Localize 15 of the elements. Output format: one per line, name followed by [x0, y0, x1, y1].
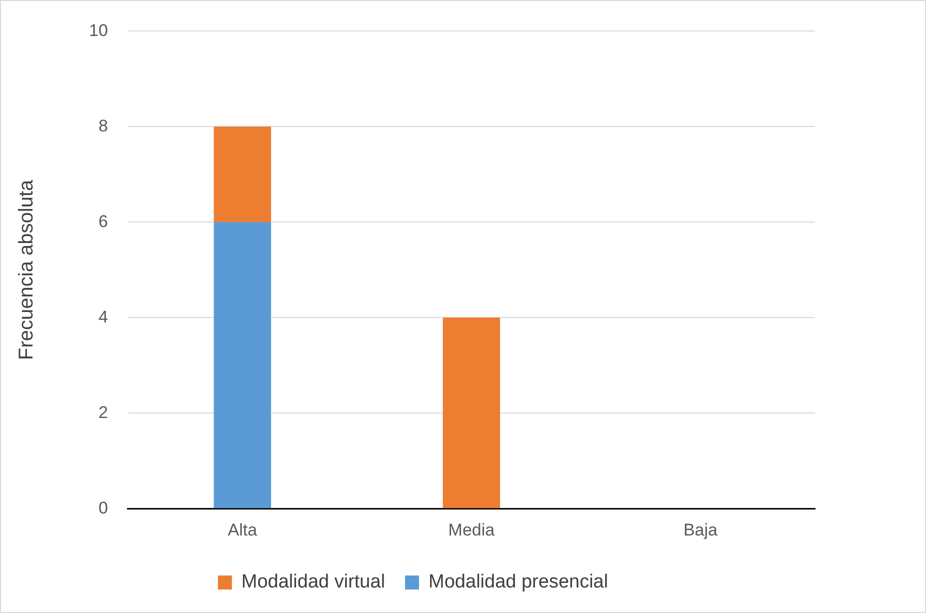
legend-label: Modalidad virtual	[241, 572, 386, 593]
bar	[214, 222, 272, 508]
y-tick-label: 4	[98, 307, 108, 326]
legend-label: Modalidad presencial	[428, 572, 608, 593]
y-axis-title: Frecuencia absoluta	[16, 178, 38, 360]
y-tick-label: 8	[98, 116, 108, 136]
y-tick-label: 6	[98, 212, 108, 231]
x-tick-label: Baja	[683, 520, 718, 540]
x-tick-label: Media	[448, 520, 496, 540]
y-tick-label: 10	[88, 20, 108, 40]
bar	[442, 318, 500, 508]
y-tick-label: 0	[98, 498, 108, 518]
bar	[214, 126, 272, 222]
y-tick-label: 2	[98, 402, 108, 422]
x-tick-label: Alta	[228, 520, 258, 540]
